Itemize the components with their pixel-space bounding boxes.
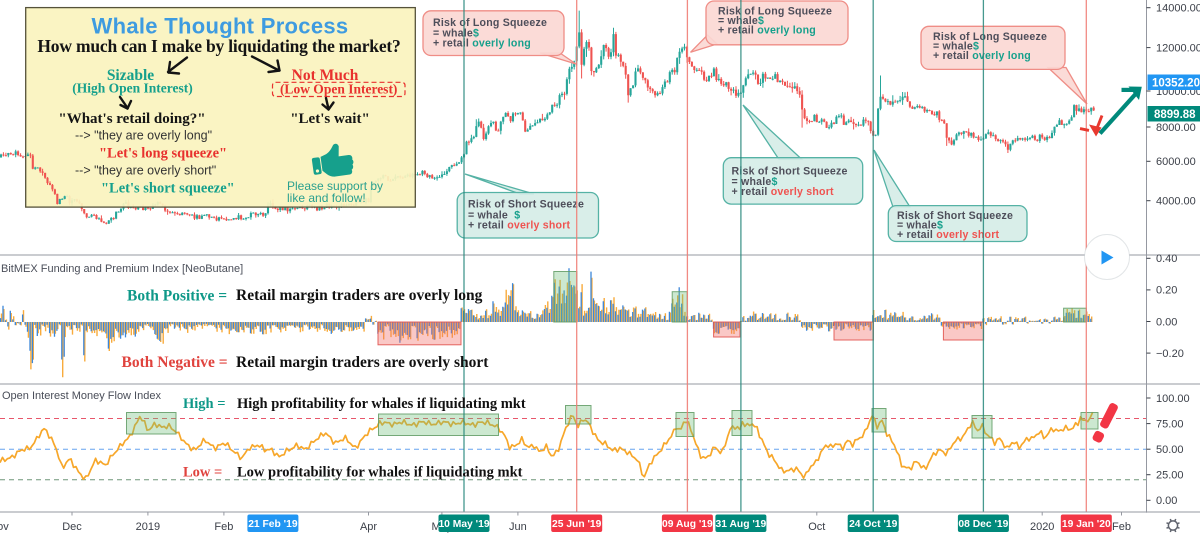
svg-text:+ retail overly long: + retail overly long bbox=[718, 25, 816, 37]
svg-text:0.00: 0.00 bbox=[1156, 316, 1177, 328]
svg-text:How much can I make by liquida: How much can I make by liquidating the m… bbox=[37, 36, 400, 56]
svg-text:--> "they are overly short": --> "they are overly short" bbox=[75, 164, 216, 178]
svg-text:Both Positive =: Both Positive = bbox=[127, 288, 227, 305]
svg-text:0.00: 0.00 bbox=[1156, 495, 1177, 507]
svg-text:25 Jun '19: 25 Jun '19 bbox=[552, 519, 602, 530]
svg-text:+ retail overly long: + retail overly long bbox=[433, 37, 531, 49]
svg-text:+ retail overly short: + retail overly short bbox=[897, 229, 1000, 241]
svg-text:Risk of Long Squeeze: Risk of Long Squeeze bbox=[933, 31, 1047, 43]
svg-text:2019: 2019 bbox=[136, 521, 160, 533]
svg-text:6000.00: 6000.00 bbox=[1156, 156, 1196, 168]
svg-text:24 Oct '19: 24 Oct '19 bbox=[849, 519, 898, 530]
svg-text:4000.00: 4000.00 bbox=[1156, 196, 1196, 208]
svg-text:(Low Open Interest): (Low Open Interest) bbox=[280, 82, 398, 97]
svg-text:Whale Thought Process: Whale Thought Process bbox=[92, 14, 349, 39]
svg-text:14000.00: 14000.00 bbox=[1156, 3, 1200, 15]
svg-text:Retail margin traders are over: Retail margin traders are overly short bbox=[236, 354, 489, 371]
svg-text:"Let's long squeeze": "Let's long squeeze" bbox=[99, 146, 227, 162]
svg-text:25.00: 25.00 bbox=[1156, 470, 1184, 482]
svg-text:Retail margin traders are over: Retail margin traders are overly long bbox=[236, 287, 483, 304]
svg-text:08 Dec '19: 08 Dec '19 bbox=[958, 519, 1008, 530]
svg-text:12000.00: 12000.00 bbox=[1156, 42, 1200, 54]
svg-text:"Let's wait": "Let's wait" bbox=[290, 111, 370, 127]
svg-text:8899.88: 8899.88 bbox=[1154, 109, 1196, 121]
svg-text:10352.20: 10352.20 bbox=[1152, 77, 1200, 89]
svg-text:50.00: 50.00 bbox=[1156, 444, 1184, 456]
svg-text:like and follow!: like and follow! bbox=[287, 191, 366, 205]
svg-text:Low =: Low = bbox=[183, 465, 222, 481]
svg-text:Open Interest Money Flow Index: Open Interest Money Flow Index bbox=[2, 390, 161, 402]
svg-text:Oct: Oct bbox=[808, 521, 825, 533]
svg-text:(High Open Interest): (High Open Interest) bbox=[72, 81, 193, 96]
svg-text:+ retail overly short: + retail overly short bbox=[468, 220, 571, 232]
svg-text:Risk of Long Squeeze: Risk of Long Squeeze bbox=[718, 6, 832, 18]
svg-text:Both Negative =: Both Negative = bbox=[122, 354, 228, 371]
svg-text:Dec: Dec bbox=[62, 521, 82, 533]
svg-text:Nov: Nov bbox=[0, 521, 9, 533]
svg-text:09 Aug '19: 09 Aug '19 bbox=[662, 519, 713, 530]
svg-text:--> "they are overly long": --> "they are overly long" bbox=[75, 129, 212, 143]
svg-text:0.20: 0.20 bbox=[1156, 285, 1177, 297]
svg-text:= whale $: = whale $ bbox=[468, 210, 520, 222]
svg-text:= whale$: = whale$ bbox=[718, 15, 764, 27]
svg-text:"Let's short squeeze": "Let's short squeeze" bbox=[101, 181, 235, 197]
svg-text:Sizable: Sizable bbox=[107, 67, 154, 84]
svg-text:8000.00: 8000.00 bbox=[1156, 122, 1196, 134]
svg-text:31 Aug '19: 31 Aug '19 bbox=[716, 519, 767, 530]
svg-text:High =: High = bbox=[183, 396, 226, 412]
svg-text:Please support by: Please support by bbox=[287, 179, 383, 193]
svg-text:Low profitability for whales i: Low profitability for whales if liquidat… bbox=[237, 465, 523, 481]
svg-text:+ retail overly long: + retail overly long bbox=[933, 50, 1031, 62]
svg-text:100.00: 100.00 bbox=[1156, 393, 1190, 405]
svg-text:Risk of Short Squeeze: Risk of Short Squeeze bbox=[468, 199, 584, 211]
svg-text:+ retail overly short: + retail overly short bbox=[732, 186, 835, 198]
svg-text:19 Jan '20: 19 Jan '20 bbox=[1062, 519, 1111, 530]
svg-text:BitMEX Funding and Premium Ind: BitMEX Funding and Premium Index [NeoBut… bbox=[1, 263, 243, 275]
svg-text:Risk of Short Squeeze: Risk of Short Squeeze bbox=[732, 166, 848, 178]
svg-text:−0.20: −0.20 bbox=[1156, 348, 1184, 360]
svg-text:21 Feb '19: 21 Feb '19 bbox=[248, 519, 298, 530]
svg-text:Apr: Apr bbox=[360, 521, 377, 533]
svg-text:Feb: Feb bbox=[214, 521, 233, 533]
svg-text:Not Much: Not Much bbox=[292, 67, 359, 84]
svg-text:0.40: 0.40 bbox=[1156, 253, 1177, 265]
svg-text:= whale$: = whale$ bbox=[933, 41, 979, 53]
svg-text:"What's retail doing?": "What's retail doing?" bbox=[58, 111, 205, 127]
svg-text:Risk of Long Squeeze: Risk of Long Squeeze bbox=[433, 17, 547, 29]
svg-text:75.00: 75.00 bbox=[1156, 418, 1184, 430]
svg-text:= whale$: = whale$ bbox=[433, 27, 479, 39]
svg-text:Feb: Feb bbox=[1112, 521, 1131, 533]
svg-text:High profitability for whales: High profitability for whales if liquida… bbox=[237, 396, 526, 412]
svg-text:= whale$: = whale$ bbox=[897, 220, 943, 232]
svg-text:2020: 2020 bbox=[1030, 521, 1054, 533]
svg-text:Jun: Jun bbox=[509, 521, 527, 533]
svg-text:10 May '19: 10 May '19 bbox=[438, 519, 489, 530]
